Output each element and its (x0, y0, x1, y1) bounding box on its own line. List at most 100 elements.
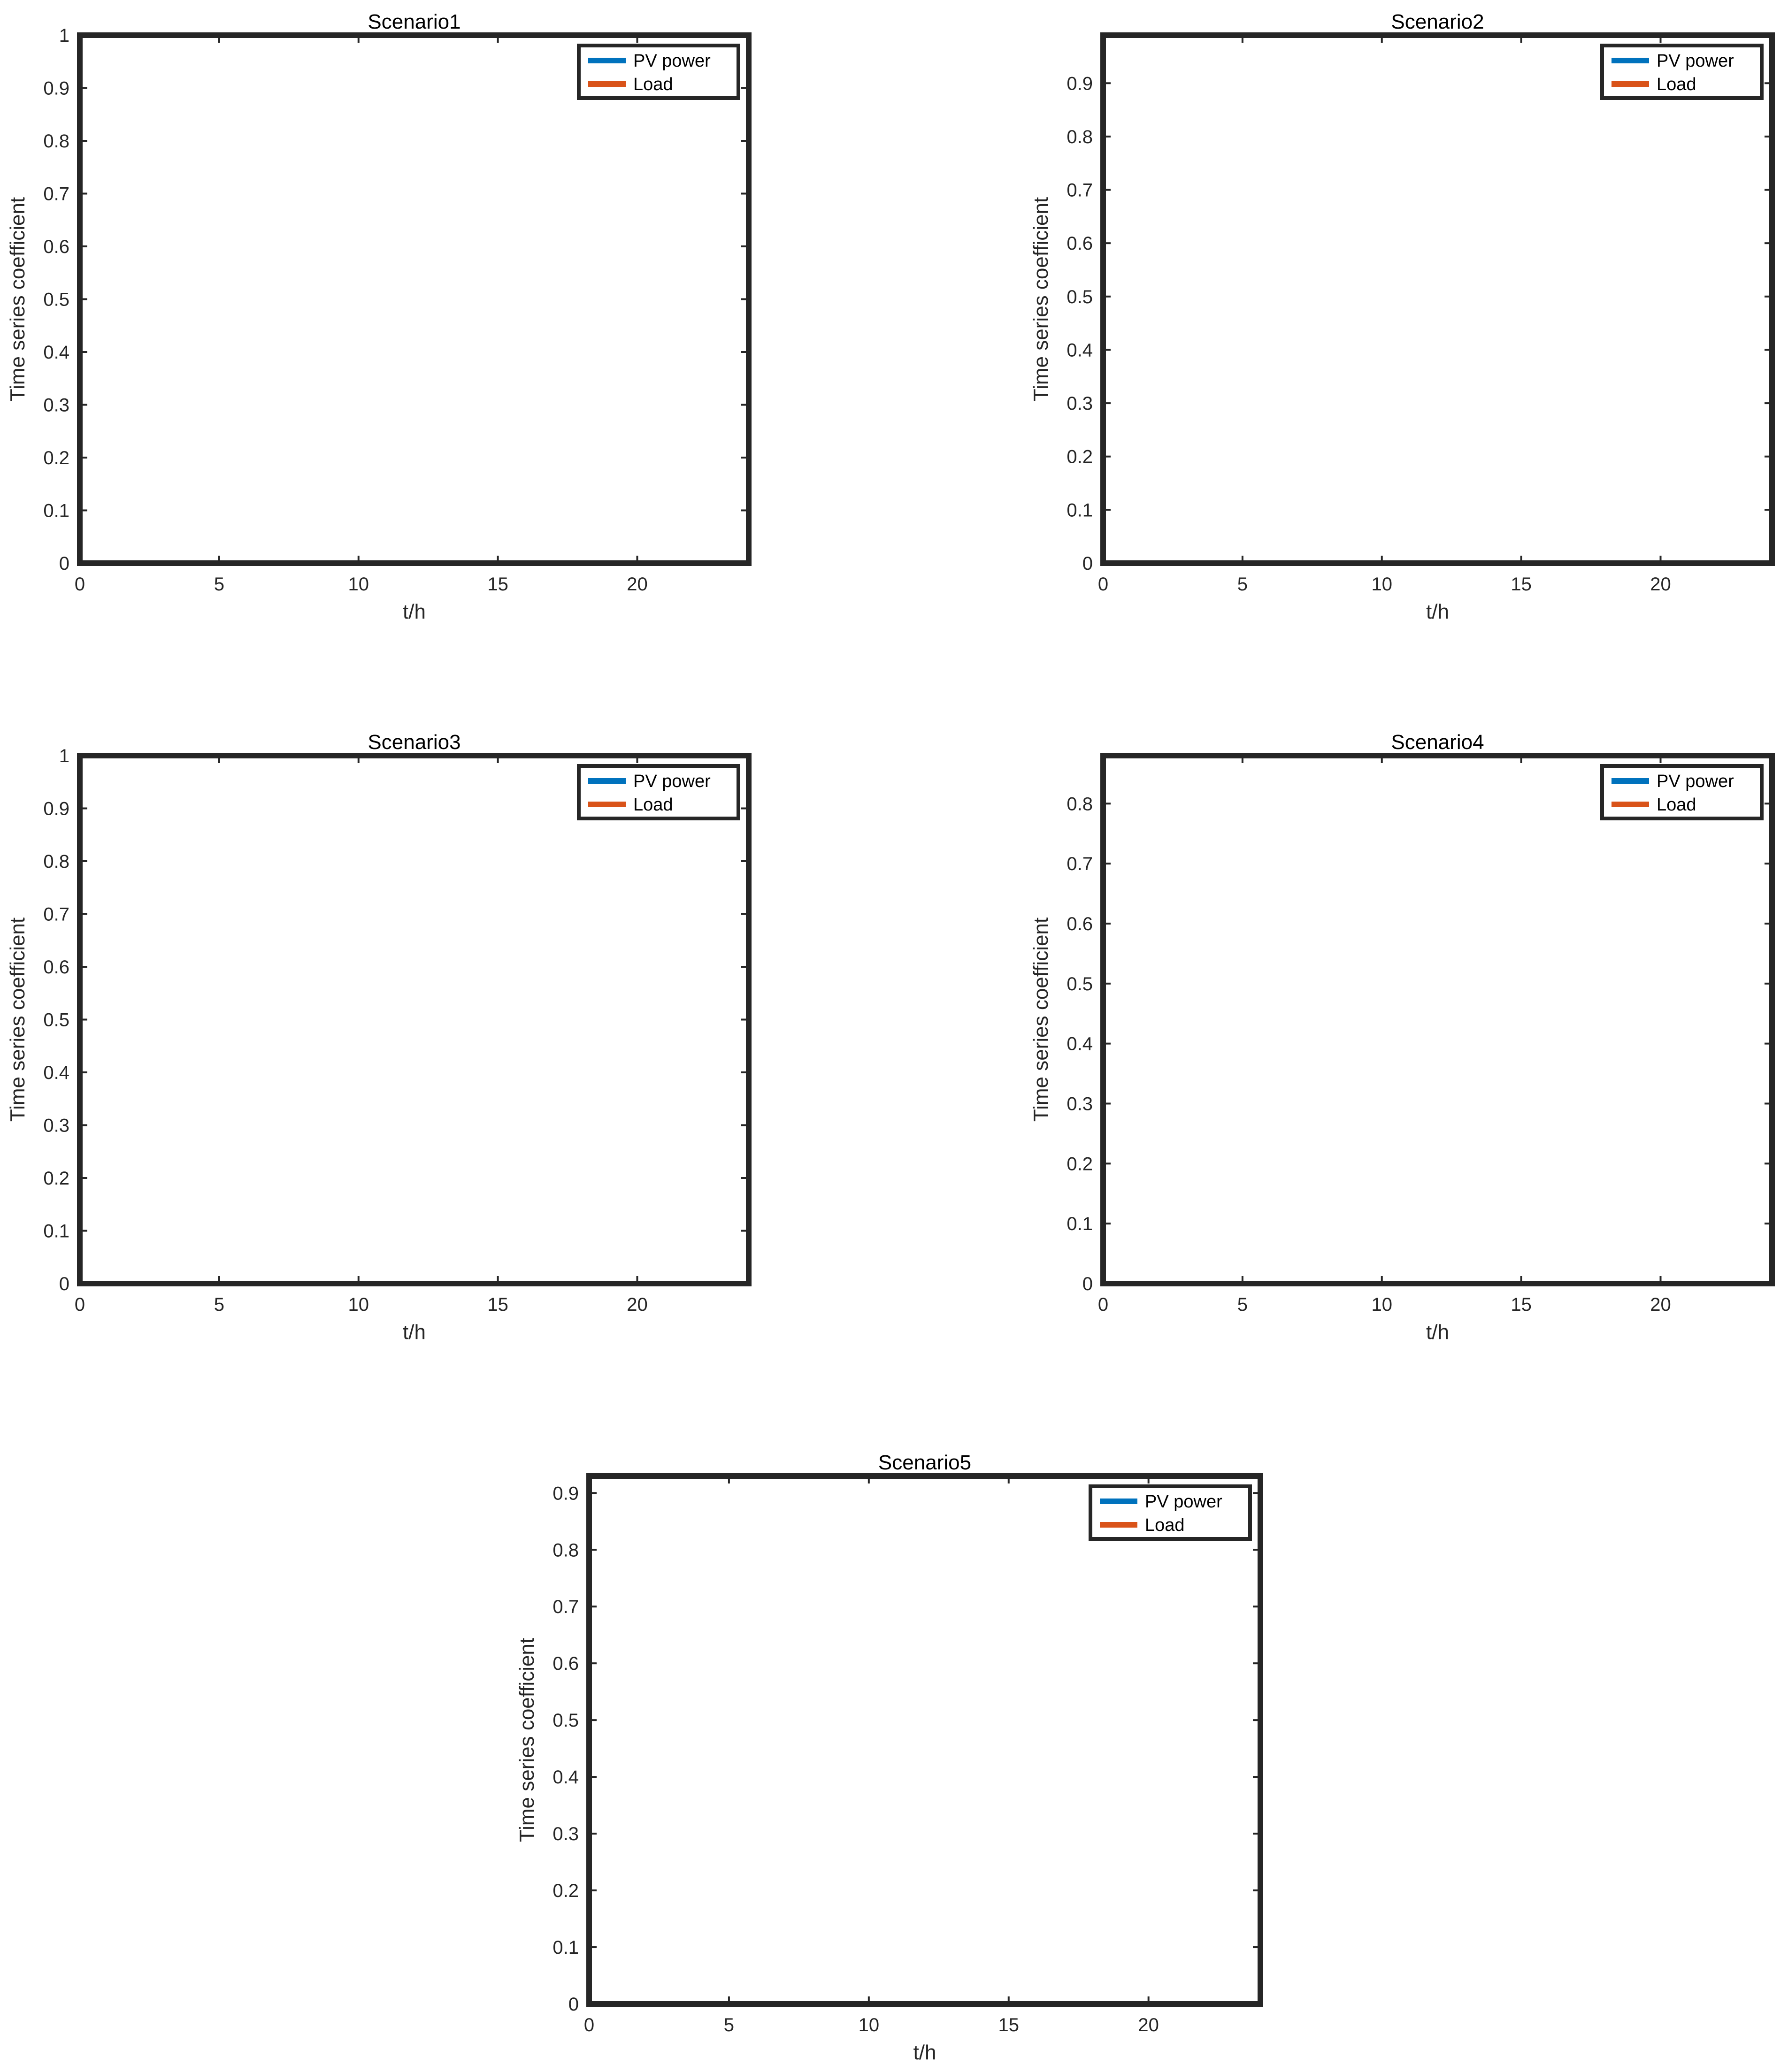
y-tick-label: 0.3 (1067, 1093, 1093, 1114)
y-tick-label: 0.1 (43, 501, 69, 521)
legend-box (1089, 1484, 1252, 1541)
x-tick-label: 15 (1511, 574, 1532, 595)
legend-box (577, 44, 740, 100)
x-tick-label: 10 (348, 1294, 369, 1315)
x-tick-label: 15 (487, 574, 508, 595)
y-tick-label: 0.4 (1067, 1034, 1093, 1055)
y-tick-label: 0.7 (553, 1597, 579, 1617)
y-tick-label: 0.7 (43, 904, 69, 925)
x-tick-label: 5 (1237, 574, 1248, 595)
y-tick-label: 0.2 (553, 1881, 579, 1901)
chart-5: 0 5 10 15 20 0 0.1 0.2 0.3 0.4 0.5 0.6 0.7 0.8 0.9 Scen… (515, 1451, 1263, 2064)
y-tick-label: 0.8 (1067, 794, 1093, 814)
y-tick-label: 0.1 (553, 1937, 579, 1958)
axes-frame (77, 753, 752, 1286)
legend: PV power Load (577, 44, 740, 100)
y-tick-label: 0.9 (43, 799, 69, 819)
x-tick-label: 5 (214, 1294, 224, 1315)
y-tick-label: 0 (59, 553, 69, 574)
x-tick-label: 10 (1372, 574, 1393, 595)
chart-4: 0 5 10 15 20 0 0.1 0.2 0.3 0.4 0.5 0.6 0.7 0.8 Scenari… (1029, 731, 1775, 1344)
legend-label: PV power (1145, 1492, 1222, 1512)
x-tick-label: 20 (627, 574, 648, 595)
y-tick-label: 0.2 (1067, 447, 1093, 467)
y-tick-label: 0.6 (1067, 914, 1093, 934)
x-tick-label: 20 (1650, 1294, 1671, 1315)
legend: PV power Load (1089, 1484, 1252, 1541)
x-tick-label: 0 (75, 574, 85, 595)
y-axis-label: Time series coefficient (515, 1638, 538, 1842)
axes-frame (77, 32, 752, 566)
x-tick-label: 10 (348, 574, 369, 595)
x-tick-label: 15 (1511, 1294, 1532, 1315)
y-tick-label: 1 (59, 746, 69, 766)
x-tick-label: 10 (1372, 1294, 1393, 1315)
x-tick-label: 0 (584, 2015, 594, 2035)
chart-title: Scenario3 (368, 731, 460, 754)
x-tick-label: 0 (1098, 1294, 1108, 1315)
y-tick-label: 0.2 (1067, 1154, 1093, 1174)
y-tick-label: 0.9 (1067, 73, 1093, 94)
axes-frame (1100, 753, 1775, 1286)
y-tick-label: 0.7 (1067, 180, 1093, 201)
y-tick-label: 0.7 (1067, 854, 1093, 874)
y-axis-label: Time series coefficient (6, 917, 29, 1122)
y-tick-label: 0.8 (1067, 127, 1093, 147)
chart-1: 0 5 10 15 20 0 0.1 0.2 0.3 0.4 0.5 0.6 0.7 0.8 0.9 1 Sce… (6, 10, 752, 623)
y-tick-label: 0.8 (43, 131, 69, 152)
legend-label: PV power (633, 772, 711, 791)
y-tick-label: 1 (59, 25, 69, 46)
y-tick-label: 0.5 (43, 1010, 69, 1031)
y-axis-label: Time series coefficient (1029, 917, 1052, 1122)
x-axis-label: t/h (913, 2041, 936, 2064)
y-tick-label: 0.8 (43, 851, 69, 872)
legend-box (1600, 44, 1764, 100)
y-tick-label: 0.3 (43, 395, 69, 416)
x-axis-label: t/h (1426, 600, 1449, 623)
legend-label: Load (1657, 75, 1696, 94)
x-tick-label: 5 (724, 2015, 734, 2035)
legend-label: PV power (1657, 51, 1734, 71)
y-tick-label: 0.7 (43, 184, 69, 205)
y-tick-label: 0.3 (553, 1824, 579, 1844)
y-tick-label: 0.9 (553, 1483, 579, 1504)
legend: PV power Load (1600, 44, 1764, 100)
legend-label: Load (633, 795, 673, 815)
y-axis-label: Time series coefficient (6, 197, 29, 401)
chart-2: 0 5 10 15 20 0 0.1 0.2 0.3 0.4 0.5 0.6 0.7 0.8 0.9 Scen… (1029, 10, 1775, 623)
legend-label: Load (633, 75, 673, 94)
y-tick-label: 0.4 (553, 1767, 579, 1788)
y-tick-label: 0 (59, 1274, 69, 1294)
x-tick-label: 0 (1098, 574, 1108, 595)
x-axis-label: t/h (1426, 1321, 1449, 1344)
legend-label: Load (1145, 1515, 1185, 1535)
x-tick-label: 5 (1237, 1294, 1248, 1315)
chart-title: Scenario2 (1391, 10, 1484, 33)
x-axis-label: t/h (403, 600, 426, 623)
legend-box (1600, 764, 1764, 820)
y-tick-label: 0 (1082, 553, 1093, 574)
y-tick-label: 0.6 (553, 1653, 579, 1674)
legend-label: Load (1657, 795, 1696, 815)
y-tick-label: 0.3 (43, 1116, 69, 1136)
y-tick-label: 0 (1082, 1274, 1093, 1294)
y-tick-label: 0.1 (1067, 1214, 1093, 1234)
y-tick-label: 0.5 (553, 1710, 579, 1731)
x-tick-label: 15 (998, 2015, 1020, 2035)
chart-title: Scenario5 (878, 1451, 971, 1474)
x-tick-label: 15 (487, 1294, 508, 1315)
legend-box (577, 764, 740, 820)
y-tick-label: 0.9 (43, 78, 69, 99)
y-axis-label: Time series coefficient (1029, 197, 1052, 401)
y-tick-label: 0.4 (43, 342, 69, 363)
y-tick-label: 0.5 (1067, 287, 1093, 307)
x-axis-label: t/h (403, 1321, 426, 1344)
y-tick-label: 0.5 (43, 290, 69, 310)
legend: PV power Load (577, 764, 740, 820)
chart-3: 0 5 10 15 20 0 0.1 0.2 0.3 0.4 0.5 0.6 0.7 0.8 0.9 1 Sce… (6, 731, 752, 1344)
y-tick-label: 0.6 (43, 957, 69, 978)
legend: PV power Load (1600, 764, 1764, 820)
y-tick-label: 0.2 (43, 448, 69, 468)
y-tick-label: 0.2 (43, 1168, 69, 1189)
